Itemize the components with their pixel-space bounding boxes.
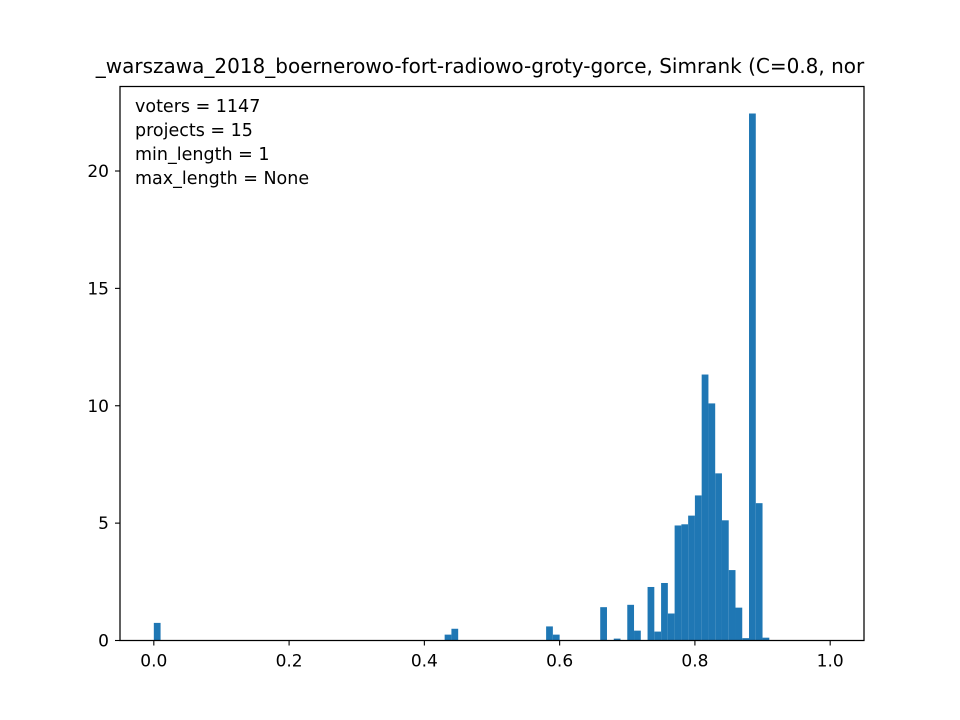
histogram-bar-11 — [661, 582, 668, 641]
histogram-bar-15 — [688, 515, 695, 641]
histogram-bar-23 — [742, 638, 750, 641]
y-tick-label: 15 — [87, 279, 109, 299]
y-tick-label: 20 — [87, 162, 109, 182]
histogram-bar-0 — [153, 622, 161, 641]
annotation-line: min_length = 1 — [135, 145, 269, 165]
histogram-bar-25 — [755, 503, 763, 641]
histogram-bar-8 — [634, 630, 641, 641]
y-axis: 0 5 10 15 20 — [87, 162, 120, 652]
histogram-bar-4 — [552, 634, 560, 641]
histogram-bar-20 — [721, 520, 729, 641]
annotation-line: max_length = None — [135, 169, 309, 189]
histogram-bar-13 — [674, 525, 682, 641]
y-tick-label: 5 — [98, 514, 109, 534]
plot-frame — [119, 85, 865, 642]
chart-title: _warszawa_2018_boernerowo-fort-radiowo-g… — [95, 54, 865, 78]
y-tick-label: 10 — [87, 397, 109, 417]
stats-annotations: voters = 1147 projects = 15 min_length = 1… — [135, 97, 309, 189]
x-tick-label: 0.6 — [546, 652, 573, 672]
histogram-bar-3 — [546, 626, 553, 641]
x-tick-label: 0.8 — [681, 652, 708, 672]
x-tick-label: 0.2 — [276, 652, 303, 672]
histogram-bar-9 — [647, 586, 655, 641]
histogram-bar-18 — [708, 403, 716, 641]
x-tick-label: 1.0 — [817, 652, 844, 672]
histogram-bar-22 — [735, 607, 743, 641]
histogram-bar-10 — [654, 631, 662, 641]
bars-group — [153, 113, 770, 641]
histogram-bar-24 — [749, 113, 756, 641]
histogram-bar-7 — [627, 604, 635, 641]
y-tick-label: 0 — [98, 632, 109, 652]
histogram-bar-6 — [613, 638, 621, 641]
histogram-bar-17 — [701, 374, 709, 641]
x-tick-label: 0.4 — [411, 652, 438, 672]
x-tick-label: 0.0 — [140, 652, 167, 672]
histogram-bar-14 — [681, 524, 689, 641]
histogram-bar-21 — [728, 570, 736, 641]
histogram-bar-5 — [600, 607, 607, 641]
histogram-bar-2 — [451, 628, 459, 641]
annotation-line: projects = 15 — [135, 121, 253, 141]
histogram-bar-26 — [762, 637, 770, 641]
histogram-bar-12 — [667, 613, 675, 641]
histogram-bar-19 — [715, 473, 722, 641]
histogram-bar-1 — [444, 634, 452, 641]
annotation-line: voters = 1147 — [135, 97, 260, 117]
histogram-bar-16 — [694, 495, 702, 641]
x-axis: 0.0 0.2 0.4 0.6 0.8 1.0 — [140, 640, 844, 672]
